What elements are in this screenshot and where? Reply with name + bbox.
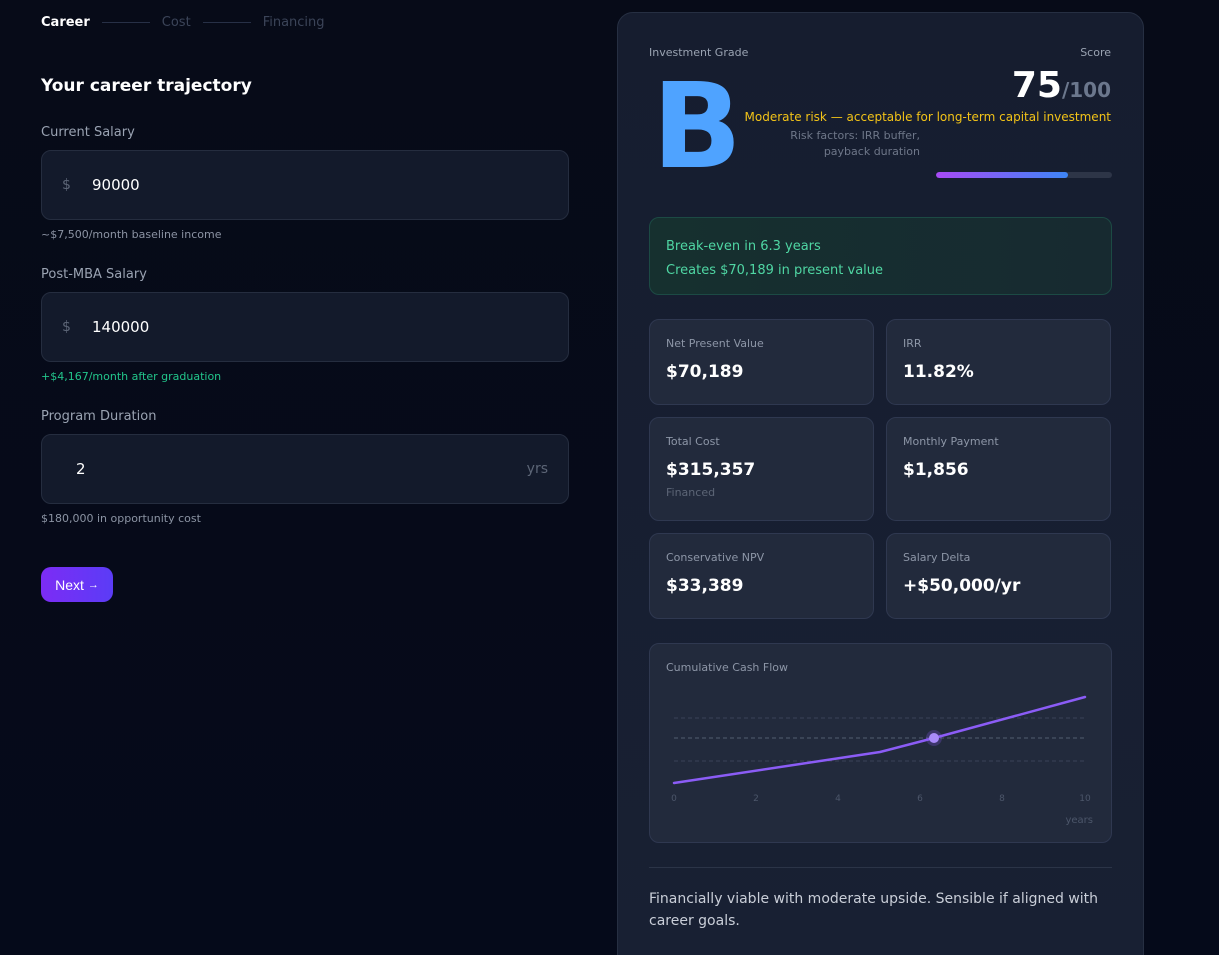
chart-title: Cumulative Cash Flow xyxy=(666,661,789,674)
metric-npv: Net Present Value $70,189 xyxy=(649,319,874,405)
metric-conservative-npv: Conservative NPV $33,389 xyxy=(649,533,874,619)
metric-value: 11.82% xyxy=(903,362,974,382)
x-axis-ticks: 0 2 4 6 8 10 xyxy=(671,794,1091,804)
input-value[interactable]: 90000 xyxy=(92,176,140,194)
x-axis-label: years xyxy=(1065,815,1093,826)
cash-flow-chart-svg: 0 2 4 6 8 10 years xyxy=(671,695,1093,826)
metric-value: $33,389 xyxy=(666,576,744,596)
program-duration-field: Program Duration 2 yrs $180,000 in oppor… xyxy=(41,409,569,525)
field-hint: $180,000 in opportunity cost xyxy=(41,512,201,525)
breakeven-callout: Break-even in 6.3 years Creates $70,189 … xyxy=(649,217,1112,295)
step-connector xyxy=(202,21,251,23)
x-tick: 2 xyxy=(753,794,759,804)
step-connector xyxy=(101,21,150,23)
breakeven-text: Break-even in 6.3 years xyxy=(666,239,821,254)
metric-value: +$50,000/yr xyxy=(903,576,1021,596)
next-button[interactable]: Next → xyxy=(41,567,113,602)
metric-value: $1,856 xyxy=(903,460,969,480)
metric-value: $70,189 xyxy=(666,362,744,382)
field-label: Current Salary xyxy=(41,125,135,140)
metric-label: IRR xyxy=(903,337,922,350)
stepper: Career Cost Financing xyxy=(41,12,325,32)
score-progress-fill xyxy=(936,172,1068,178)
score-max: /100 xyxy=(1061,78,1111,102)
metric-label: Salary Delta xyxy=(903,551,971,564)
step-cost[interactable]: Cost xyxy=(161,14,191,30)
metric-label: Conservative NPV xyxy=(666,551,765,564)
metric-value: $315,357 xyxy=(666,460,756,480)
step-financing[interactable]: Financing xyxy=(262,14,325,30)
divider xyxy=(649,867,1112,868)
x-tick: 6 xyxy=(917,794,923,804)
metric-monthly-payment: Monthly Payment $1,856 xyxy=(886,417,1111,521)
metric-label: Monthly Payment xyxy=(903,435,999,448)
dollar-prefix: $ xyxy=(62,319,71,335)
risk-factors: Risk factors: IRR buffer, payback durati… xyxy=(790,129,920,158)
score: 75 /100 xyxy=(1012,65,1111,106)
x-tick: 8 xyxy=(999,794,1005,804)
dollar-prefix: $ xyxy=(62,177,71,193)
x-tick: 4 xyxy=(835,794,841,804)
program-duration-input[interactable]: 2 yrs xyxy=(41,434,569,504)
field-hint: ~$7,500/month baseline income xyxy=(41,228,222,241)
metric-label: Net Present Value xyxy=(666,337,764,350)
form-title: Your career trajectory xyxy=(41,76,252,96)
score-value: 75 xyxy=(1011,65,1062,106)
current-salary-field: Current Salary $ 90000 ~$7,500/month bas… xyxy=(41,125,569,241)
investment-grade: B xyxy=(652,57,742,195)
input-value[interactable]: 2 xyxy=(76,460,86,478)
field-hint: +$4,167/month after graduation xyxy=(41,370,222,383)
metric-sub: Financed xyxy=(666,486,716,499)
x-tick: 0 xyxy=(671,794,677,804)
post-mba-salary-input[interactable]: $ 140000 xyxy=(41,292,569,362)
metric-irr: IRR 11.82% xyxy=(886,319,1111,405)
step-career[interactable]: Career xyxy=(41,14,90,30)
metric-label: Total Cost xyxy=(666,435,720,448)
years-suffix: yrs xyxy=(526,461,548,477)
metric-salary-delta: Salary Delta +$50,000/yr xyxy=(886,533,1111,619)
post-mba-salary-field: Post-MBA Salary $ 140000 +$4,167/month a… xyxy=(41,267,569,383)
field-label: Post-MBA Salary xyxy=(41,267,147,282)
field-label: Program Duration xyxy=(41,409,157,424)
grade-label: Investment Grade xyxy=(649,46,749,59)
score-label: Score xyxy=(1080,46,1111,59)
metric-total-cost: Total Cost $315,357 Financed xyxy=(649,417,874,521)
arrow-right-icon: → xyxy=(87,578,99,591)
x-tick: 10 xyxy=(1079,794,1091,804)
cash-flow-chart: Cumulative Cash Flow 0 2 4 6 8 10 years xyxy=(649,643,1112,843)
risk-assessment: Moderate risk — acceptable for long-term… xyxy=(744,110,1111,124)
next-label: Next xyxy=(55,576,84,593)
chart-gridlines xyxy=(674,717,1084,762)
present-value-text: Creates $70,189 in present value xyxy=(666,263,884,278)
input-value[interactable]: 140000 xyxy=(92,318,150,336)
current-salary-input[interactable]: $ 90000 xyxy=(41,150,569,220)
summary-text: Financially viable with moderate upside.… xyxy=(649,891,1099,929)
score-progress-bar xyxy=(936,172,1112,178)
results-panel: Investment Grade B Score 75 /100 Moderat… xyxy=(617,12,1144,955)
cash-flow-line xyxy=(672,695,1087,785)
